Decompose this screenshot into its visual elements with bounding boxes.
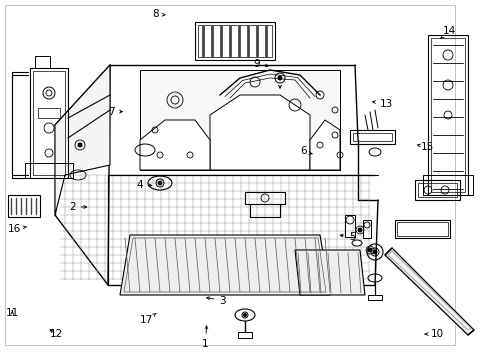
Bar bbox=[238, 332, 251, 338]
Text: 2: 2 bbox=[69, 202, 86, 212]
Bar bbox=[30, 68, 68, 178]
Bar bbox=[427, 35, 467, 195]
Circle shape bbox=[243, 314, 246, 316]
Bar bbox=[195, 22, 274, 60]
Bar bbox=[394, 220, 449, 238]
Bar bbox=[198, 25, 271, 57]
Text: 15: 15 bbox=[417, 142, 434, 152]
Text: 17: 17 bbox=[140, 314, 156, 325]
Polygon shape bbox=[140, 120, 209, 170]
Bar bbox=[33, 71, 65, 175]
Bar bbox=[367, 295, 381, 300]
Text: 5: 5 bbox=[340, 232, 355, 242]
Bar bbox=[8, 195, 40, 217]
Bar bbox=[345, 215, 354, 237]
Polygon shape bbox=[294, 250, 364, 295]
Text: 11: 11 bbox=[5, 308, 19, 318]
Polygon shape bbox=[384, 248, 473, 335]
Polygon shape bbox=[120, 235, 329, 295]
Bar bbox=[422, 175, 472, 195]
Text: 3: 3 bbox=[206, 296, 225, 306]
Text: 7: 7 bbox=[108, 107, 122, 117]
Text: 8: 8 bbox=[152, 9, 164, 19]
Bar bbox=[362, 220, 370, 238]
Text: 10: 10 bbox=[424, 329, 443, 339]
Text: 9: 9 bbox=[253, 59, 267, 69]
Polygon shape bbox=[140, 70, 339, 170]
Circle shape bbox=[158, 181, 162, 185]
Polygon shape bbox=[209, 95, 309, 170]
Polygon shape bbox=[55, 65, 110, 215]
Bar bbox=[396, 222, 447, 236]
Polygon shape bbox=[309, 120, 339, 170]
Text: 16: 16 bbox=[8, 224, 27, 234]
Text: 6: 6 bbox=[299, 146, 311, 156]
Circle shape bbox=[78, 143, 82, 147]
Bar bbox=[349, 130, 394, 144]
Text: 13: 13 bbox=[372, 99, 392, 109]
Circle shape bbox=[367, 248, 371, 252]
Bar bbox=[417, 183, 456, 197]
Circle shape bbox=[357, 228, 361, 232]
Bar bbox=[352, 133, 391, 141]
Text: 12: 12 bbox=[49, 329, 63, 339]
Bar bbox=[25, 163, 73, 178]
Text: 1: 1 bbox=[202, 326, 208, 349]
Text: 4: 4 bbox=[136, 180, 151, 190]
Bar bbox=[430, 38, 464, 192]
Bar bbox=[35, 56, 50, 68]
Bar bbox=[38, 108, 60, 118]
Circle shape bbox=[372, 250, 376, 254]
Circle shape bbox=[278, 76, 282, 80]
Bar bbox=[244, 192, 285, 204]
Bar bbox=[414, 180, 459, 200]
Text: 14: 14 bbox=[440, 26, 456, 39]
